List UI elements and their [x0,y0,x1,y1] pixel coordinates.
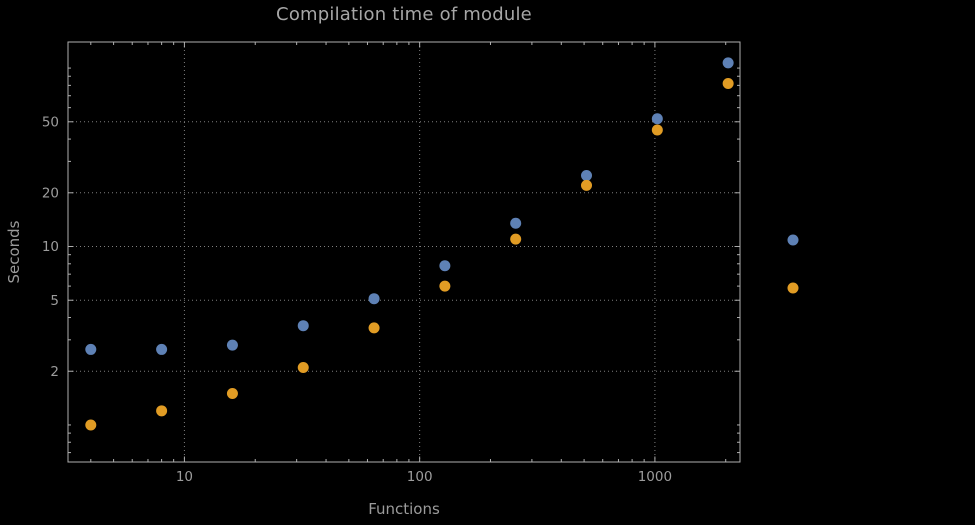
point-blue-2048 [722,57,734,69]
point-orange-128 [439,280,451,292]
series-blue [85,57,734,355]
chart-title: Compilation time of module [276,4,532,25]
y-tick-label-2: 2 [50,364,59,380]
point-blue-16 [226,339,238,351]
point-blue-8 [156,343,168,355]
point-orange-64 [368,322,380,334]
series-orange [85,77,734,431]
axis-ticks [68,42,740,462]
point-blue-1024 [651,113,663,125]
x-tick-label-100: 100 [407,469,433,485]
point-orange-2048 [722,77,734,89]
point-orange-4 [85,419,97,431]
point-blue-4 [85,343,97,355]
y-axis-label: Seconds [5,220,23,284]
point-orange-1024 [651,124,663,136]
plot-frame [67,41,741,463]
x-axis-label: Functions [368,500,440,518]
point-blue-128 [439,260,451,272]
y-tick-label-50: 50 [42,115,59,131]
y-tick-label-10: 10 [42,239,59,255]
point-orange-256 [510,233,522,245]
point-orange-8 [156,405,168,417]
legend-marker-blue [787,234,799,246]
point-orange-16 [226,388,238,400]
legend-marker-orange [787,282,799,294]
point-orange-32 [297,361,309,373]
y-tick-label-5: 5 [50,293,59,309]
point-orange-512 [581,179,593,191]
gridlines [68,42,740,462]
x-tick-label-1000: 1000 [638,469,672,485]
point-blue-256 [510,217,522,229]
legend [787,234,799,294]
point-blue-512 [581,170,593,182]
point-blue-32 [297,320,309,332]
tick-labels: 10 100 1000 2 5 10 20 50 [42,115,672,485]
y-tick-label-20: 20 [42,186,59,202]
point-blue-64 [368,293,380,305]
x-tick-label-10: 10 [176,469,193,485]
